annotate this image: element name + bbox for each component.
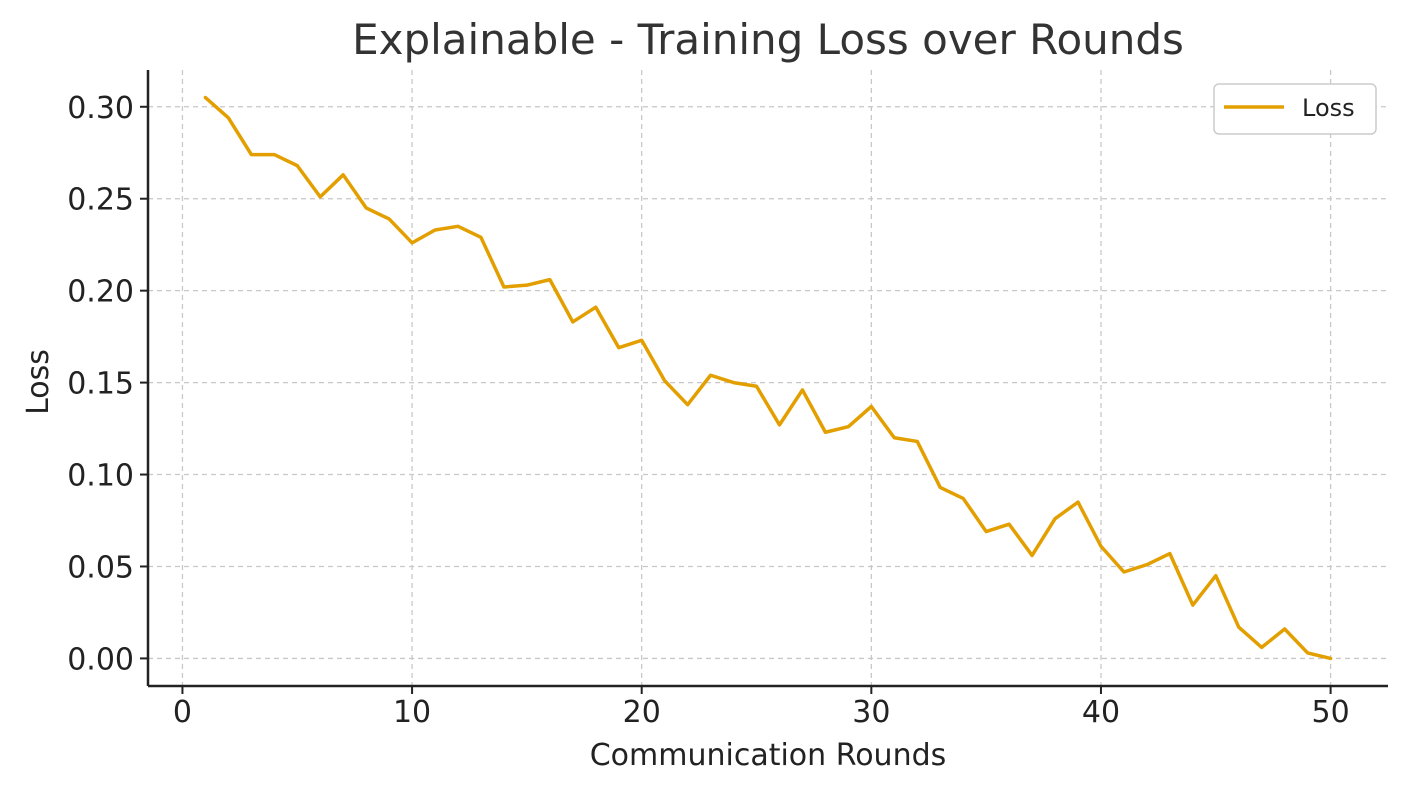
y-axis-label: Loss (21, 349, 56, 415)
y-tick-label: 0.05 (67, 550, 134, 585)
y-tick-label: 0.10 (67, 459, 134, 494)
axes (146, 70, 1388, 688)
x-tick-label: 30 (852, 695, 890, 730)
y-tick-label: 0.00 (67, 642, 134, 677)
series-layer (203, 95, 1333, 661)
y-ticks: 0.00 0.05 0.10 0.15 0.20 0.25 0.30 (67, 91, 148, 677)
x-axis-label: Communication Rounds (590, 738, 947, 773)
x-tick-label: 20 (623, 695, 661, 730)
x-tick-label: 10 (393, 695, 431, 730)
x-tick-label: 40 (1082, 695, 1120, 730)
loss-series-line (203, 95, 1333, 661)
y-tick-label: 0.15 (67, 367, 134, 402)
legend-label: Loss (1302, 94, 1355, 122)
chart-title: Explainable - Training Loss over Rounds (352, 15, 1184, 64)
x-tick-label: 50 (1311, 695, 1349, 730)
legend: Loss (1213, 83, 1377, 135)
y-tick-label: 0.20 (67, 275, 134, 310)
x-ticks: 0 10 20 30 40 50 (173, 686, 1350, 730)
y-tick-label: 0.30 (67, 91, 134, 126)
x-tick-label: 0 (173, 695, 192, 730)
grid-lines (148, 70, 1388, 686)
y-tick-label: 0.25 (67, 183, 134, 218)
legend-box (1213, 83, 1377, 135)
